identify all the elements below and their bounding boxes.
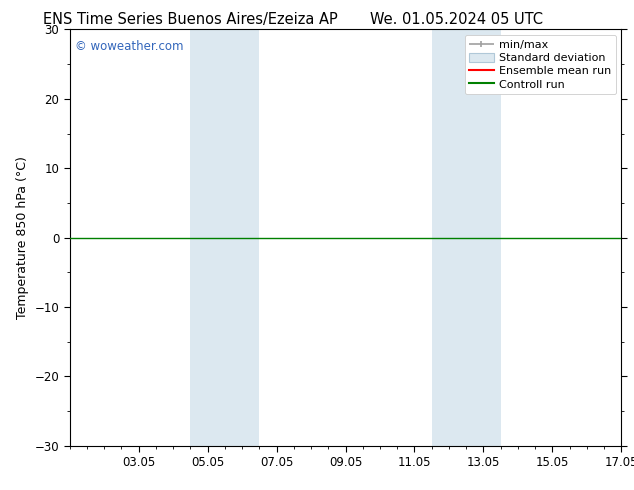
- Bar: [432, 29, 501, 446]
- Bar: [190, 29, 259, 446]
- Text: © woweather.com: © woweather.com: [75, 40, 184, 53]
- Text: We. 01.05.2024 05 UTC: We. 01.05.2024 05 UTC: [370, 12, 543, 27]
- Y-axis label: Temperature 850 hPa (°C): Temperature 850 hPa (°C): [16, 156, 29, 319]
- Text: ENS Time Series Buenos Aires/Ezeiza AP: ENS Time Series Buenos Aires/Ezeiza AP: [43, 12, 337, 27]
- Legend: min/max, Standard deviation, Ensemble mean run, Controll run: min/max, Standard deviation, Ensemble me…: [465, 35, 616, 94]
